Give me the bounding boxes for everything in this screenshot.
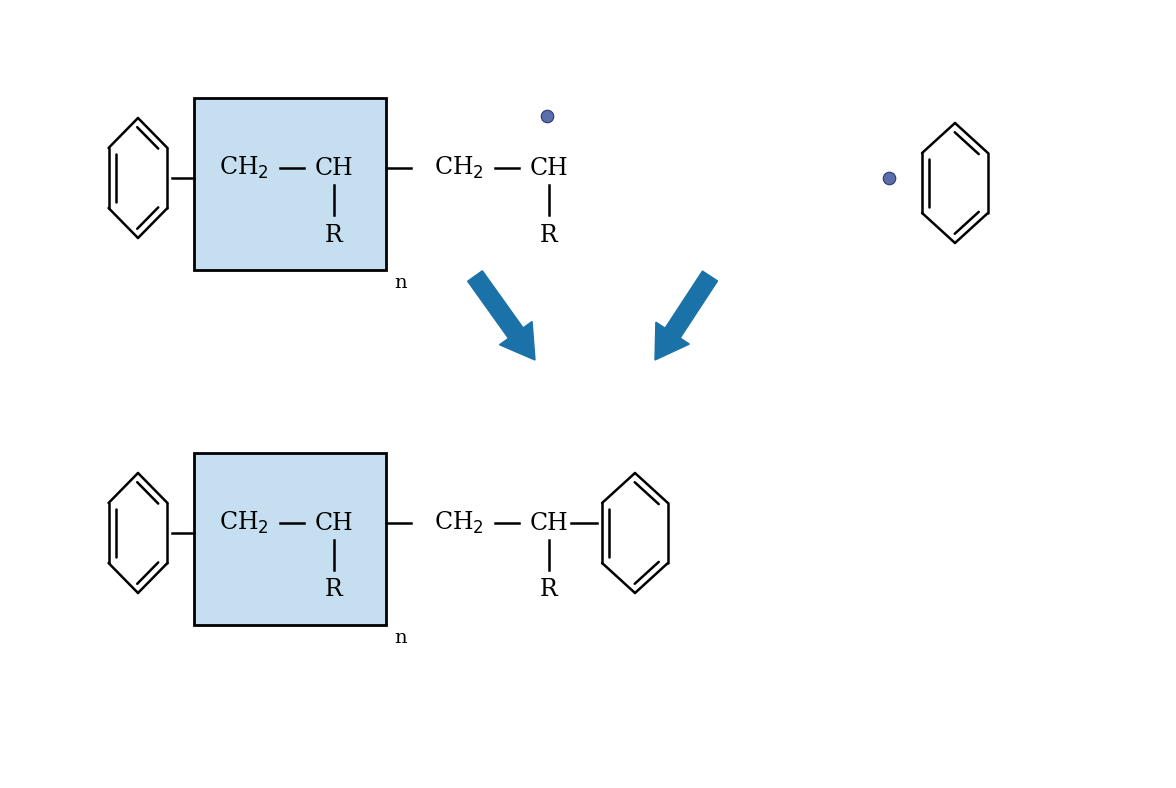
Text: CH: CH [529,157,568,180]
Text: CH: CH [315,157,353,180]
Text: R: R [540,224,557,247]
Text: CH$_2$: CH$_2$ [434,510,483,536]
Polygon shape [655,271,717,360]
Text: CH: CH [315,511,353,534]
Text: R: R [540,578,557,601]
Text: R: R [325,224,343,247]
Polygon shape [468,271,535,360]
Text: R: R [325,578,343,601]
Text: n: n [394,629,407,647]
Text: n: n [394,274,407,292]
Bar [194,453,386,625]
Text: CH$_2$: CH$_2$ [219,510,269,536]
Text: CH$_2$: CH$_2$ [434,155,483,181]
Text: CH: CH [529,511,568,534]
Bar [194,98,386,270]
Text: CH$_2$: CH$_2$ [219,155,269,181]
